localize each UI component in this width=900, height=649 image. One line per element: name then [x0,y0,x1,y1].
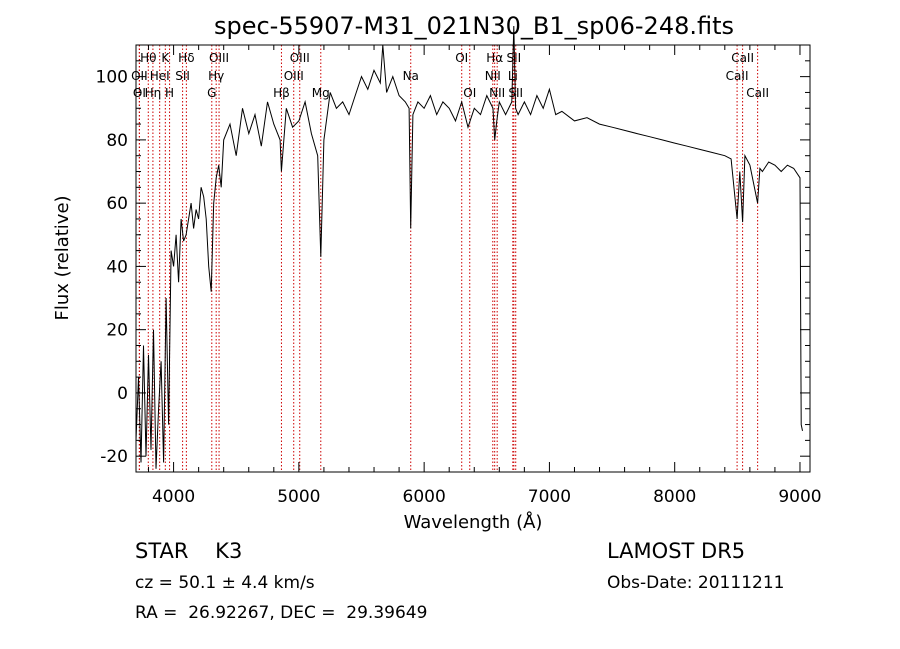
line-marker-label: K [161,51,170,65]
line-marker-label: SII [175,69,190,83]
x-tick-label: 4000 [152,487,195,507]
line-marker-label: NII [485,69,501,83]
line-marker-label: OIII [284,69,304,83]
x-tick-label: 9000 [778,487,821,507]
line-marker-label: Hγ [208,69,224,83]
line-marker-label: HeI [150,69,170,83]
line-marker-label: Mg [312,86,330,100]
line-marker-label: Hδ [178,51,194,65]
plot-frame [135,44,811,473]
line-marker-label: OIII [209,51,229,65]
chart-title: spec-55907-M31_021N30_B1_sp06-248.fits [214,12,734,40]
line-marker-label: NII [489,86,505,100]
x-tick-label: 7000 [528,487,571,507]
spectrum-series-line [135,25,803,469]
x-tick-label: 8000 [653,487,696,507]
classification-label: STAR K3 [135,539,243,563]
line-marker-label: H [165,86,174,100]
obs-date-label: Obs-Date: 20111211 [607,573,785,593]
x-tick-label: 6000 [403,487,446,507]
line-marker-label: OI [455,51,468,65]
y-axis-label: Flux (relative) [52,195,73,320]
y-axis: -20 0 20 40 60 80 100 [96,44,810,467]
line-marker-label: OI [463,86,476,100]
survey-label: LAMOST DR5 [607,539,746,563]
line-marker-label: Hη [145,86,162,100]
coordinates-label: RA = 26.92267, DEC = 29.39649 [135,603,428,623]
y-tick-label: -20 [100,447,128,467]
line-marker-label: OIII [290,51,310,65]
line-marker-label: Hθ [140,51,156,65]
y-tick-label: 80 [106,131,128,151]
line-marker-label: Hβ [273,86,290,100]
line-marker-label: G [207,86,216,100]
y-tick-label: 100 [96,68,128,88]
y-tick-label: 40 [106,257,128,277]
x-axis-label: Wavelength (Å) [404,511,543,533]
x-axis: 4000 5000 6000 7000 8000 9000 [148,45,822,507]
line-marker-label: CaII [731,51,754,65]
line-marker-label: Na [403,69,419,83]
line-marker-label: Hα [486,51,503,65]
y-tick-label: 20 [106,321,128,341]
x-tick-label: 5000 [277,487,320,507]
line-marker-label: OII [131,69,148,83]
y-tick-label: 0 [117,384,128,404]
y-tick-label: 60 [106,194,128,214]
line-marker-label: SII [506,51,521,65]
line-marker-label: CaII [746,86,769,100]
line-marker-label: CaII [726,69,749,83]
redshift-label: cz = 50.1 ± 4.4 km/s [135,573,315,593]
